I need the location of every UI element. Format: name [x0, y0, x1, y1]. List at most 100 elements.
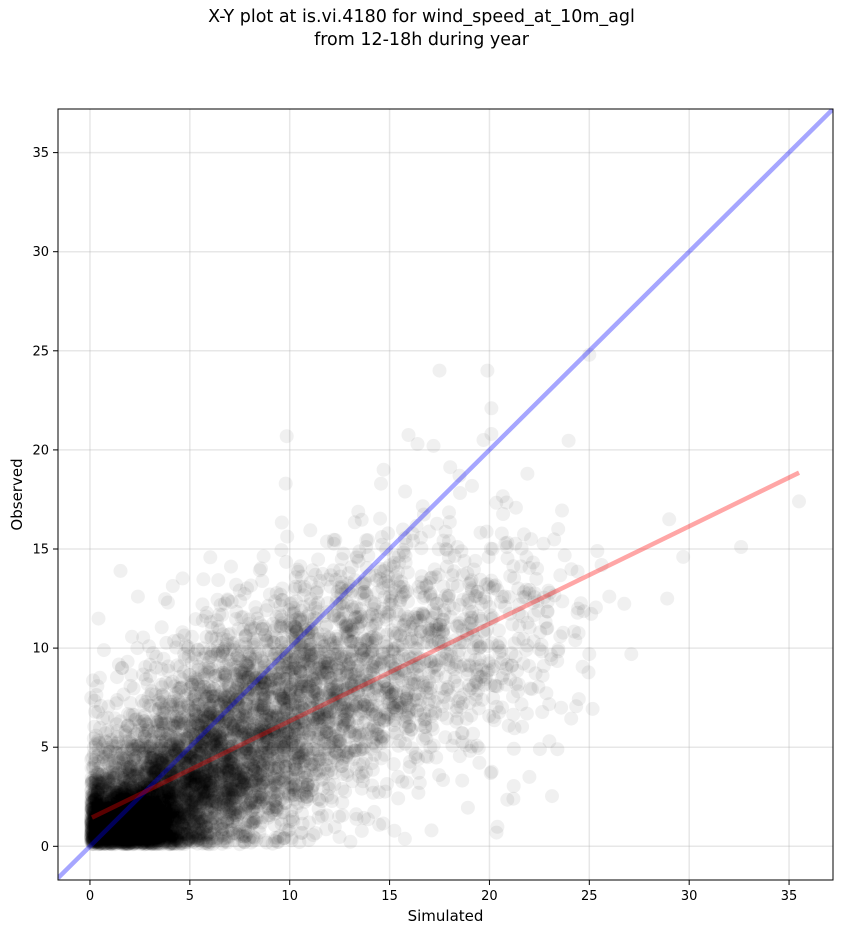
data-point: [99, 837, 114, 852]
data-point: [137, 831, 152, 846]
data-point: [140, 808, 155, 822]
data-point: [130, 822, 145, 837]
data-point: [128, 802, 143, 817]
data-point: [132, 815, 147, 830]
data-point: [143, 820, 157, 835]
data-point: [88, 822, 103, 837]
data-point: [149, 817, 164, 832]
data-point: [101, 782, 116, 797]
data-point: [99, 817, 113, 832]
data-point: [137, 837, 152, 852]
data-point: [126, 795, 141, 810]
data-point: [159, 802, 174, 817]
data-point: [133, 809, 148, 824]
data-point: [139, 798, 154, 813]
data-point: [115, 816, 130, 831]
data-point: [122, 818, 137, 833]
data-point: [99, 804, 114, 819]
data-point: [112, 828, 127, 843]
data-point: [91, 779, 106, 794]
data-point: [107, 829, 122, 844]
data-point: [152, 826, 167, 841]
data-point: [87, 801, 102, 816]
data-point: [135, 815, 149, 830]
data-point: [109, 804, 124, 819]
data-point: [128, 807, 143, 822]
data-point: [116, 818, 131, 833]
data-point: [117, 794, 132, 809]
data-point: [149, 813, 164, 828]
data-point: [98, 800, 113, 815]
data-point: [145, 791, 160, 806]
data-point: [139, 791, 154, 806]
data-point: [152, 821, 167, 835]
data-point: [138, 824, 153, 839]
data-point: [131, 790, 146, 804]
data-point: [118, 813, 133, 828]
data-point: [110, 789, 125, 804]
data-point: [129, 812, 144, 827]
data-point: [135, 834, 150, 849]
data-point: [113, 807, 128, 822]
data-point: [151, 822, 166, 837]
data-point: [117, 795, 132, 810]
data-point: [129, 813, 144, 828]
chart-title-line-2: from 12-18h during year: [314, 30, 529, 50]
data-point: [155, 805, 170, 820]
data-point: [101, 833, 116, 848]
data-point: [89, 792, 104, 807]
data-point: [119, 810, 134, 825]
data-point: [144, 812, 159, 827]
data-point: [148, 800, 163, 815]
data-point: [90, 773, 104, 787]
data-point: [108, 809, 123, 823]
data-point: [84, 824, 99, 839]
data-point: [92, 794, 107, 809]
data-point: [114, 796, 129, 811]
data-point: [153, 833, 168, 847]
data-point: [156, 806, 171, 821]
data-point: [139, 813, 154, 828]
data-point: [140, 822, 155, 837]
data-point: [135, 815, 150, 830]
data-point: [90, 775, 105, 789]
data-point: [165, 823, 180, 838]
data-point: [117, 802, 132, 817]
data-point: [131, 767, 146, 781]
data-point: [110, 788, 125, 803]
data-point: [118, 829, 133, 844]
data-point: [132, 792, 147, 806]
data-point: [95, 802, 110, 817]
data-point: [103, 836, 118, 851]
data-point: [133, 805, 148, 820]
data-point: [106, 801, 120, 816]
data-point: [145, 836, 160, 851]
data-point: [103, 835, 118, 850]
data-point: [99, 832, 114, 847]
data-point: [142, 806, 157, 820]
data-point: [140, 835, 155, 850]
data-point: [123, 835, 138, 850]
data-point: [97, 803, 112, 818]
data-point: [116, 824, 131, 839]
data-point: [137, 786, 152, 801]
data-point: [146, 822, 160, 837]
data-point: [135, 796, 150, 811]
data-point: [103, 785, 118, 800]
data-point: [149, 797, 163, 812]
data-point: [90, 817, 105, 832]
data-point: [123, 834, 138, 849]
data-point: [129, 767, 144, 782]
data-point: [143, 828, 158, 843]
data-point: [105, 808, 120, 823]
data-point: [134, 806, 149, 821]
data-point: [113, 829, 128, 844]
data-point: [142, 833, 156, 848]
data-point: [136, 822, 151, 837]
data-point: [107, 833, 122, 848]
data-point: [114, 796, 129, 811]
data-point: [94, 805, 109, 820]
data-point: [123, 819, 137, 834]
data-point: [139, 777, 154, 792]
data-point: [148, 832, 163, 847]
